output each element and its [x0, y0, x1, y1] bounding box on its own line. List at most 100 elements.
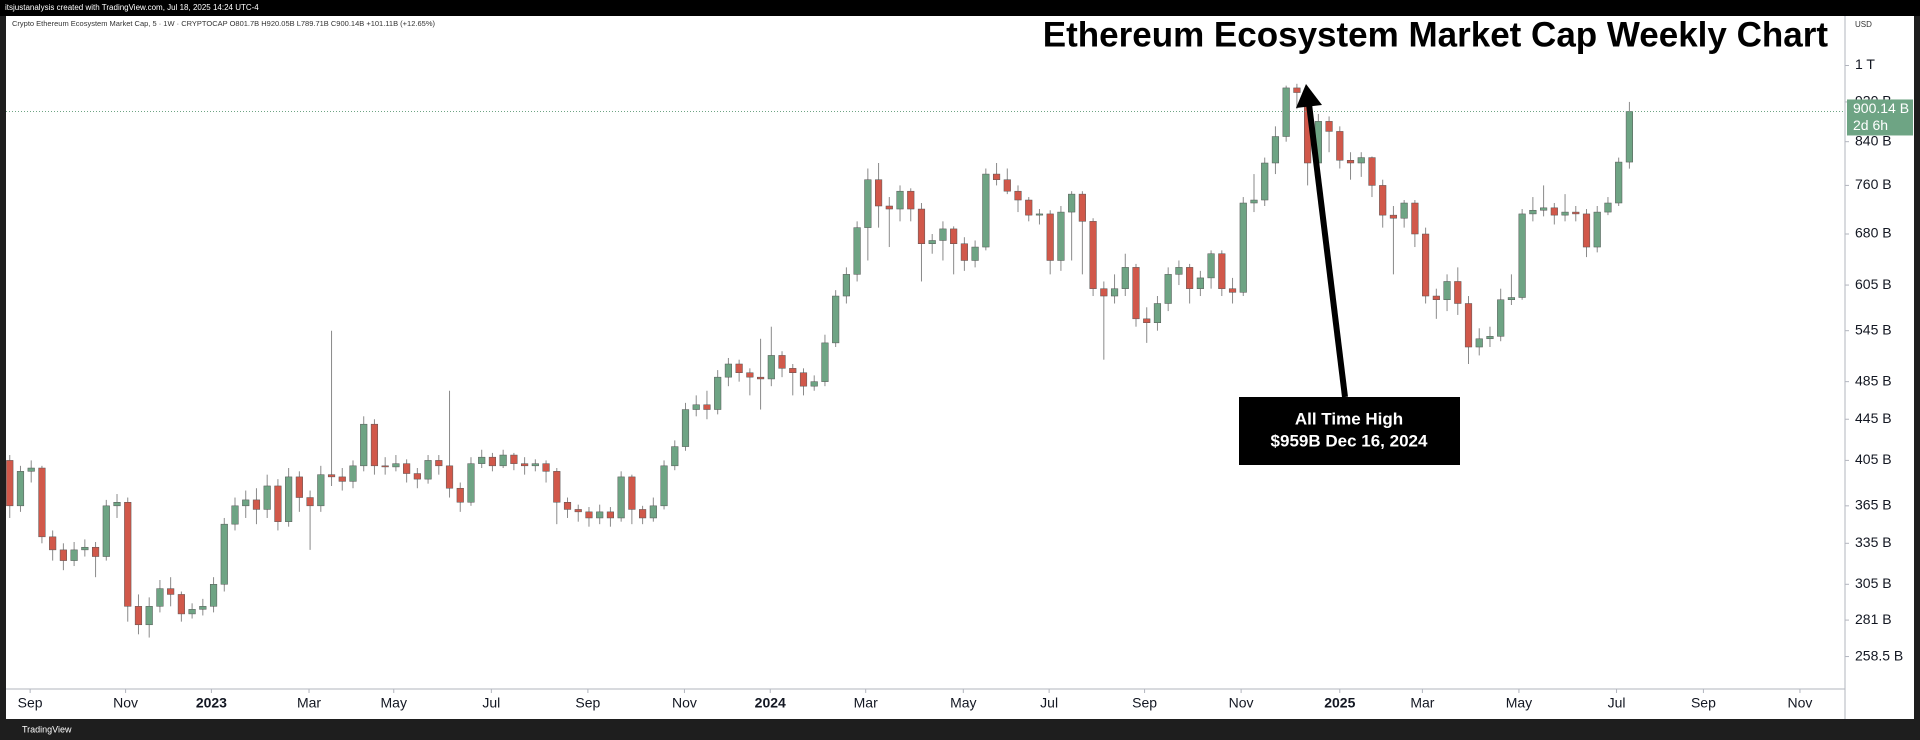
y-tick-label: 485 B	[1855, 372, 1892, 388]
candle-body	[778, 355, 786, 369]
x-tick-label: May	[950, 695, 976, 711]
candle-body	[49, 536, 57, 551]
candle-body	[70, 549, 78, 561]
candle-body	[649, 505, 657, 519]
candle-body	[1529, 209, 1537, 215]
candle-body	[1432, 295, 1440, 300]
x-tick-label: May	[381, 695, 407, 711]
candle-body	[1518, 213, 1526, 298]
candle-body	[950, 228, 958, 244]
x-tick-label: Nov	[113, 695, 138, 711]
legend: Crypto Ethereum Ecosystem Market Cap, 5 …	[12, 19, 435, 28]
candle-body	[521, 463, 529, 467]
candle-body	[767, 355, 775, 380]
y-tick-label: 258.5 B	[1855, 647, 1903, 663]
x-tick-label: Nov	[1229, 695, 1254, 711]
candle-body	[1089, 221, 1097, 289]
footer: TradingView	[22, 724, 72, 734]
candle-body	[59, 549, 67, 561]
candle-body	[263, 485, 271, 510]
candle-body	[907, 190, 915, 210]
candle-body	[1100, 288, 1108, 297]
candle-body	[1196, 277, 1204, 289]
candle-body	[864, 179, 872, 228]
candle-body	[220, 523, 228, 585]
candle-body	[1615, 161, 1623, 204]
candle-body	[156, 588, 164, 607]
y-tick-label: 281 B	[1855, 611, 1892, 627]
y-tick-label: 335 B	[1855, 534, 1892, 550]
candle-body	[1454, 281, 1462, 304]
candle-body	[896, 190, 904, 210]
price-label-box	[1847, 99, 1913, 136]
x-tick-label: Sep	[1691, 695, 1716, 711]
candle-body	[199, 606, 207, 610]
candle-body	[724, 363, 732, 378]
candle-body	[1336, 131, 1344, 161]
candle-body	[1400, 202, 1408, 219]
candle-body	[285, 476, 293, 522]
candle-body	[1003, 179, 1011, 192]
x-tick-label: Jul	[1608, 695, 1626, 711]
candle-body	[960, 243, 968, 261]
candle-body	[1025, 199, 1033, 216]
x-tick-label: Nov	[672, 695, 697, 711]
x-tick-label: Sep	[1132, 695, 1157, 711]
y-tick-label: 445 B	[1855, 410, 1892, 426]
candle-body	[842, 274, 850, 297]
candle-body	[1593, 211, 1601, 248]
candle-body	[27, 467, 35, 472]
candle-body	[660, 465, 668, 507]
candle-body	[349, 465, 357, 482]
candle-body	[1625, 111, 1633, 163]
candle-body	[1368, 157, 1376, 186]
candle-body	[338, 476, 346, 482]
x-tick-label: May	[1506, 695, 1532, 711]
y-tick-label: 840 B	[1855, 132, 1892, 148]
x-tick-label: Jul	[482, 695, 500, 711]
candle-body	[188, 609, 196, 615]
annotation-line: All Time High	[1295, 409, 1403, 428]
chart-title: Ethereum Ecosystem Market Cap Weekly Cha…	[1043, 15, 1829, 54]
x-tick-label: Mar	[1410, 695, 1434, 711]
candle-body	[542, 463, 550, 472]
annotation-line: $959B Dec 16, 2024	[1271, 431, 1428, 450]
candle-body	[928, 240, 936, 244]
candle-body	[1164, 274, 1172, 304]
candle-body	[381, 465, 389, 468]
candle-body	[563, 502, 572, 510]
candle-body	[789, 368, 797, 373]
candle-body	[1486, 336, 1494, 340]
candle-body	[553, 471, 561, 503]
candle-body	[617, 476, 625, 519]
candle-body	[1282, 87, 1290, 137]
candle-body	[499, 454, 507, 467]
candle-body	[692, 404, 700, 410]
annotation: All Time High $959B Dec 16, 2024	[1239, 84, 1460, 465]
candle-body	[167, 588, 175, 595]
candle-body	[113, 502, 121, 507]
x-tick-label: Mar	[297, 695, 321, 711]
candle-body	[38, 467, 46, 538]
candle-body	[370, 423, 379, 467]
y-tick-label: 365 B	[1855, 497, 1892, 513]
candle-body	[209, 584, 218, 607]
candle-body	[585, 511, 593, 519]
candle-body	[1540, 207, 1548, 211]
x-tick-label: 2025	[1324, 695, 1355, 711]
candle-body	[1443, 281, 1451, 300]
candle-body	[821, 342, 829, 382]
candle-body	[757, 376, 765, 380]
annotation-arrowhead	[1296, 84, 1322, 108]
candle-body	[1379, 185, 1387, 216]
candle-body	[360, 423, 368, 467]
candle-body	[885, 205, 893, 210]
right-edge	[1914, 16, 1920, 720]
candle-body	[917, 208, 926, 244]
candle-body	[992, 173, 1001, 180]
candle-body	[1325, 121, 1333, 132]
y-tick-label: 1 T	[1855, 56, 1875, 72]
candle-body	[91, 546, 100, 557]
candle-body	[392, 463, 400, 468]
